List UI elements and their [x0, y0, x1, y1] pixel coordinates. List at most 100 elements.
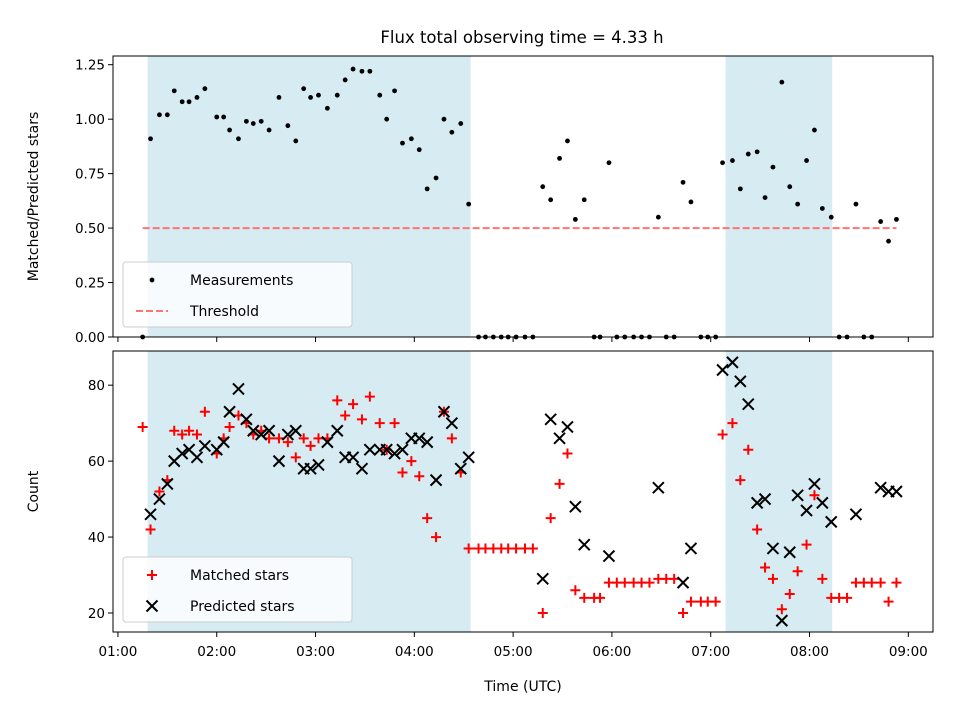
data-point	[743, 444, 754, 455]
data-point	[433, 175, 439, 181]
data-point	[364, 391, 375, 402]
y-tick-label: 1.25	[75, 58, 105, 74]
data-point	[562, 448, 573, 459]
data-point	[540, 184, 546, 190]
x-tick-label: 01:00	[98, 644, 137, 660]
data-point	[396, 443, 409, 456]
data-point	[595, 592, 606, 603]
data-point	[164, 112, 170, 118]
data-point	[266, 127, 272, 133]
data-point	[717, 429, 728, 440]
data-point	[458, 121, 464, 126]
data-point	[726, 356, 739, 369]
data-point	[293, 138, 299, 144]
data-point	[602, 549, 616, 563]
legend-label: Measurements	[190, 273, 293, 289]
shaded-interval	[725, 56, 833, 337]
data-point	[377, 92, 383, 98]
data-point	[685, 596, 696, 607]
data-point	[730, 158, 735, 163]
data-point	[137, 421, 148, 432]
data-point	[462, 451, 475, 464]
y-tick-label: 60	[88, 454, 105, 470]
data-point	[431, 532, 442, 543]
data-point	[281, 428, 295, 441]
data-point	[527, 543, 538, 554]
data-point	[199, 406, 210, 417]
legend-box	[122, 261, 353, 328]
data-point	[272, 454, 286, 468]
data-point	[227, 127, 232, 133]
data-point	[223, 405, 236, 418]
axes-frame	[112, 350, 934, 633]
x-axis-label: Time (UTC)	[483, 679, 561, 695]
data-point	[374, 418, 385, 429]
data-point	[710, 596, 721, 607]
data-point	[828, 214, 834, 220]
data-point	[367, 68, 373, 74]
legend-marker	[149, 277, 155, 283]
y-axis-label: Matched/Predicted stars	[26, 112, 42, 282]
data-point	[784, 589, 795, 600]
data-point	[680, 179, 686, 185]
data-point	[408, 136, 414, 142]
data-point	[441, 116, 447, 122]
legend: Measurements Threshold	[122, 261, 353, 328]
data-point	[734, 375, 747, 388]
data-point	[186, 99, 192, 105]
series-measurements	[140, 66, 899, 340]
data-point	[161, 477, 174, 491]
data-point	[804, 158, 809, 163]
data-point	[849, 508, 863, 521]
data-point	[356, 414, 367, 425]
legend-label: Matched stars	[190, 568, 289, 584]
data-point	[754, 149, 760, 155]
data-point	[332, 395, 343, 406]
data-point	[308, 94, 313, 100]
data-point	[791, 489, 804, 502]
data-point	[380, 443, 393, 456]
data-point	[579, 592, 590, 603]
data-point	[792, 566, 803, 577]
data-point	[289, 424, 302, 437]
y-tick-label: 40	[88, 530, 105, 546]
legend: Matched stars Predicted stars	[122, 556, 353, 623]
x-tick-label: 04:00	[395, 644, 434, 660]
data-point	[669, 573, 680, 584]
data-point	[420, 435, 434, 449]
data-point	[214, 114, 220, 120]
data-point	[578, 538, 591, 551]
data-point	[557, 155, 562, 161]
data-point	[760, 562, 771, 573]
data-point	[812, 127, 817, 133]
data-point	[334, 92, 340, 98]
data-point	[554, 478, 565, 489]
data-point	[331, 424, 344, 437]
data-point	[570, 585, 581, 596]
data-point	[236, 136, 241, 142]
y-tick-label: 0.00	[75, 330, 105, 346]
data-point	[581, 197, 587, 203]
data-point	[276, 94, 282, 100]
data-point	[544, 413, 557, 426]
data-point	[878, 219, 884, 224]
data-point	[454, 462, 467, 475]
data-point	[247, 424, 260, 437]
y-tick-label: 1.00	[75, 112, 105, 128]
data-point	[254, 428, 268, 441]
data-point	[825, 515, 838, 529]
data-point	[145, 524, 156, 535]
data-point	[463, 543, 474, 554]
data-point	[282, 437, 293, 448]
series-matched-stars	[137, 391, 902, 619]
data-point	[883, 596, 894, 607]
data-point	[536, 572, 549, 586]
data-point	[466, 201, 472, 207]
data-point	[221, 114, 227, 120]
data-point	[720, 160, 725, 166]
x-tick-label: 08:00	[790, 644, 829, 660]
data-point	[198, 439, 212, 453]
shaded-interval	[725, 351, 833, 632]
data-point	[644, 577, 655, 588]
x-tick-label: 03:00	[296, 644, 335, 660]
